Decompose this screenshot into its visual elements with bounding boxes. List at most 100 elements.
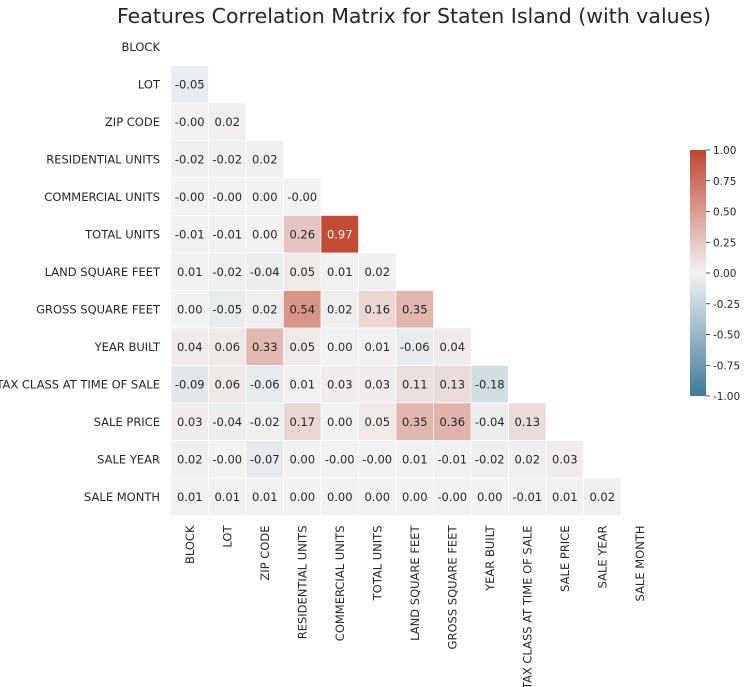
heatmap-cell [320, 252, 359, 291]
column-tick-label: TAX CLASS AT TIME OF SALE [520, 526, 534, 687]
cell-value-label: -0.09 [175, 377, 205, 391]
cell-value-label: -0.02 [175, 152, 205, 166]
cell-value-label: 0.00 [177, 302, 203, 316]
heatmap-cell [395, 477, 434, 516]
cell-value-label: 0.02 [214, 115, 240, 129]
cell-value-label: 0.02 [589, 490, 615, 504]
heatmap-cell [245, 140, 284, 179]
cell-value-label: -0.04 [212, 415, 242, 429]
column-tick-label: LOT [220, 525, 234, 548]
row-tick-label: LAND SQUARE FEET [45, 265, 161, 279]
row-tick-label: SALE YEAR [97, 452, 160, 466]
column-tick-label: YEAR BUILT [483, 525, 497, 592]
heatmap-cell [433, 477, 472, 516]
cell-value-label: 0.36 [439, 415, 465, 429]
heatmap-cells: -0.05 -0.00 0.02 -0.02 -0.02 0.02 -0.00 -0.00 0.… [170, 65, 622, 516]
heatmap-cell [283, 177, 322, 216]
heatmap-cell [470, 440, 509, 479]
heatmap-cell [170, 477, 209, 516]
column-tick-label: RESIDENTIAL UNITS [295, 526, 309, 640]
heatmap-cell [208, 402, 247, 441]
colorbar-gradient [690, 150, 706, 396]
heatmap-cell [583, 477, 622, 516]
colorbar-tick-label: 0.50 [713, 207, 736, 219]
colorbar-tick-label: -0.25 [713, 299, 740, 311]
heatmap-cell [545, 440, 584, 479]
cell-value-label: 0.04 [439, 340, 465, 354]
cell-value-label: 0.03 [364, 377, 390, 391]
column-tick-label: LAND SQUARE FEET [408, 525, 422, 641]
cell-value-label: 0.01 [327, 265, 353, 279]
column-tick-label: BLOCK [183, 525, 197, 564]
heatmap-cell [433, 327, 472, 366]
cell-value-label: -0.00 [362, 452, 392, 466]
cell-value-label: 0.06 [214, 377, 240, 391]
column-tick-label: COMMERCIAL UNITS [333, 526, 347, 642]
row-tick-label: COMMERCIAL UNITS [44, 190, 160, 204]
cell-value-label: 0.02 [252, 152, 278, 166]
heatmap-cell [395, 290, 434, 329]
heatmap-cell [245, 402, 284, 441]
cell-value-label: 0.11 [402, 377, 428, 391]
heatmap-cell [545, 477, 584, 516]
cell-value-label: 0.00 [252, 190, 278, 204]
cell-value-label: -0.00 [212, 452, 242, 466]
heatmap-cell [358, 290, 397, 329]
cell-value-label: -0.05 [212, 302, 242, 316]
heatmap-cell [170, 102, 209, 141]
heatmap-cell [170, 140, 209, 179]
colorbar: -1.00 -0.75 -0.50 -0.25 0.00 0.25 0.50 0.75 1.00 [690, 145, 740, 403]
cell-value-label: 0.35 [402, 415, 428, 429]
heatmap-cell [283, 365, 322, 404]
heatmap-cell [170, 327, 209, 366]
colorbar-tick-label: -0.50 [713, 330, 740, 342]
cell-value-label: 0.13 [439, 377, 465, 391]
cell-value-label: 0.13 [514, 415, 540, 429]
column-tick-label: SALE PRICE [558, 526, 572, 592]
heatmap-cell [470, 402, 509, 441]
cell-value-label: 0.00 [477, 490, 503, 504]
heatmap-cell [433, 402, 472, 441]
row-tick-label: SALE PRICE [94, 415, 160, 429]
cell-value-label: 0.17 [289, 415, 315, 429]
cell-value-label: 0.02 [327, 302, 353, 316]
heatmap-cell [208, 177, 247, 216]
cell-value-label: -0.04 [475, 415, 505, 429]
column-tick-label: GROSS SQUARE FEET [445, 525, 459, 650]
row-tick-label: LOT [138, 77, 161, 91]
heatmap-cell [283, 215, 322, 254]
cell-value-label: -0.00 [325, 452, 355, 466]
colorbar-tick-label: 0.00 [713, 268, 736, 280]
row-tick-label: SALE MONTH [84, 490, 160, 504]
cell-value-label: -0.02 [475, 452, 505, 466]
cell-value-label: 0.00 [327, 340, 353, 354]
colorbar-tick-label: -0.75 [713, 360, 740, 372]
cell-value-label: -0.02 [250, 415, 280, 429]
cell-value-label: 0.00 [252, 227, 278, 241]
heatmap-cell [245, 327, 284, 366]
heatmap-cell [320, 402, 359, 441]
heatmap-cell [283, 290, 322, 329]
row-tick-label: RESIDENTIAL UNITS [46, 152, 160, 166]
cell-value-label: 0.05 [289, 265, 315, 279]
cell-value-label: -0.06 [250, 377, 280, 391]
cell-value-label: 0.03 [327, 377, 353, 391]
heatmap-cell [508, 477, 547, 516]
heatmap-cell [208, 477, 247, 516]
heatmap-cell [470, 477, 509, 516]
column-labels: BLOCK LOT ZIP CODE RESIDENTIAL UNITS COMMERC… [183, 525, 647, 687]
heatmap-cell [358, 477, 397, 516]
cell-value-label: 0.00 [289, 490, 315, 504]
cell-value-label: 0.02 [364, 265, 390, 279]
cell-value-label: -0.00 [437, 490, 467, 504]
cell-value-label: 0.04 [177, 340, 203, 354]
cell-value-label: -0.00 [175, 190, 205, 204]
colorbar-tick-label: 0.25 [713, 237, 736, 249]
chart-title: Features Correlation Matrix for Staten I… [117, 4, 711, 28]
row-tick-label: BLOCK [121, 40, 160, 54]
cell-value-label: 0.01 [214, 490, 240, 504]
cell-value-label: 0.06 [214, 340, 240, 354]
cell-value-label: 0.26 [289, 227, 315, 241]
heatmap-cell [170, 252, 209, 291]
